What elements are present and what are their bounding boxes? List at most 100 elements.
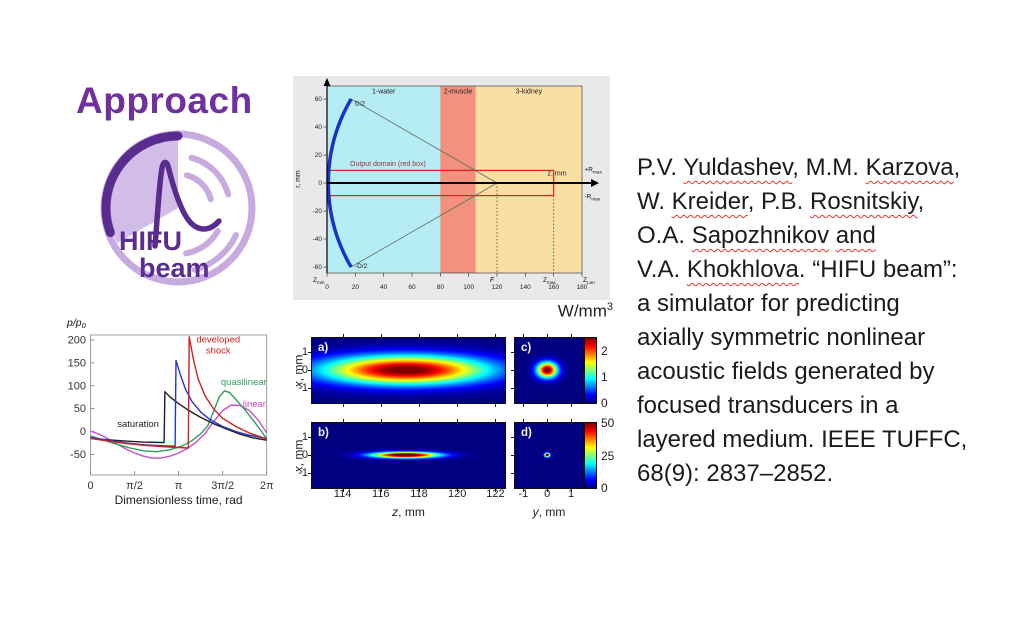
citation-text: axially symmetric nonlinear — [637, 324, 926, 351]
citation-text: P.V. — [637, 154, 684, 181]
tspan: +R — [585, 167, 594, 174]
r-max-minus-label: -Rmax — [585, 194, 601, 202]
colorbar-tick-label: 0 — [601, 396, 608, 410]
panel-tick — [308, 436, 311, 438]
x-tick-label: 0 — [544, 488, 551, 500]
x-tick-label: 114 — [333, 488, 352, 500]
x-tick-label: -1 — [518, 488, 529, 500]
author-name: Khokhlova — [686, 256, 799, 283]
y-tick-label: 40 — [315, 124, 323, 131]
x-axis-label: Dimensionless time, rad — [115, 493, 243, 507]
tspan: Z — [543, 277, 547, 284]
x-tick-label: 120 — [448, 488, 467, 500]
region-2-muscle — [440, 86, 476, 273]
colorbar-tick-label: 50 — [601, 416, 615, 430]
focus-label: F — [490, 277, 495, 284]
y-tick-label: -1 — [298, 382, 308, 395]
x-tick-label: 20 — [352, 284, 360, 291]
panel-tick — [419, 404, 420, 407]
panel-tick — [523, 404, 525, 407]
panel-tick — [419, 489, 420, 492]
wavefront-arc-icon — [188, 154, 232, 198]
logo-text-beam: beam — [139, 253, 210, 283]
x-axis-label: y, mm — [532, 505, 566, 519]
panel-tick — [308, 370, 311, 372]
curve-label: saturation — [117, 419, 159, 430]
y-tick-label: 20 — [315, 152, 323, 159]
citation-text: acoustic fields generated by — [637, 358, 935, 385]
waveform-figure: 0 π/2 π 3π/2 2π 200 150 100 50 0 -50 developed shock… — [55, 308, 295, 513]
citation-text: focused transducers in a — [637, 392, 899, 419]
panel-tick — [547, 334, 549, 337]
panel-tick — [571, 489, 573, 492]
citation-line: acoustic fields generated by — [637, 355, 1009, 389]
citation-line: 68(9): 2837–2852. — [637, 457, 1009, 491]
colorbar-tick-label: 2 — [601, 344, 608, 358]
r-max-plus-label: +Rmax — [585, 167, 603, 175]
citation-text: , — [953, 154, 961, 181]
citation-line: V.A. Khokhlova. “HIFU beam”: — [637, 253, 1009, 287]
tspan: max — [547, 280, 556, 285]
panel-letter: a) — [318, 342, 329, 354]
y-axis-label: p/p0 — [66, 317, 87, 330]
y-tick-label: 0 — [80, 426, 86, 438]
tspan: Len — [587, 280, 595, 285]
region-label: 1-water — [372, 89, 396, 96]
citation-line: focused transducers in a — [637, 389, 1009, 423]
panel-tick — [457, 334, 459, 337]
curve-linear — [90, 404, 268, 459]
colorbar — [584, 337, 597, 404]
citation-text: layered medium. IEEE TUFFC, — [637, 426, 968, 453]
x-tick-label: 160 — [548, 284, 559, 291]
page-title: Approach — [76, 80, 253, 121]
x-tick-label: 80 — [437, 284, 445, 291]
r-axis-label: r, mm — [295, 170, 302, 188]
region-3-kidney — [475, 86, 583, 273]
x-tick-label: 116 — [372, 488, 390, 500]
panel-tick — [457, 489, 459, 492]
y-tick-label: 1 — [301, 430, 308, 443]
y-tick-label: 1 — [301, 345, 308, 358]
panel-tick — [308, 388, 311, 390]
panel-tick — [511, 351, 514, 353]
panel-letter: b) — [318, 427, 329, 439]
author-name: Kreider — [671, 188, 748, 215]
z-axis-arrow-icon — [591, 179, 599, 187]
tspan: shock — [206, 345, 231, 356]
curve-label: linear — [243, 399, 266, 410]
tspan: linear — [243, 399, 266, 410]
x-tick-label: 140 — [520, 284, 531, 291]
panel-tick — [419, 419, 420, 422]
focusing-ray — [350, 98, 498, 184]
aperture-label: -D/2 — [355, 263, 368, 270]
colorbar-tick-label: 25 — [601, 448, 615, 463]
shock-wave-icon — [152, 159, 222, 249]
x-tick-label: π/2 — [126, 480, 143, 492]
panel-tick — [380, 404, 382, 407]
panel-tick — [308, 473, 311, 475]
logo-transducer-arc — [101, 131, 183, 238]
x-tick-label: 0 — [87, 480, 93, 492]
wavefront-arc-icon — [183, 228, 221, 257]
panel-tick — [523, 334, 525, 337]
tspan: developed — [196, 334, 240, 345]
panel-tick — [380, 419, 382, 422]
citation-text: 68(9): 2837–2852. — [637, 460, 834, 487]
panel-tick — [308, 455, 311, 457]
citation-line: a simulator for predicting — [637, 287, 1009, 321]
panel-tick — [380, 489, 382, 492]
z-len-label: ZLen — [583, 277, 595, 285]
author-name: Yuldashev — [683, 154, 793, 181]
tspan: Z — [313, 277, 317, 284]
panel-tick — [547, 404, 549, 407]
y-tick-label: 200 — [68, 335, 86, 347]
citation-text: W. — [637, 188, 672, 215]
tspan: max — [591, 196, 600, 201]
y-tick-label: 50 — [74, 403, 86, 415]
hifu-beam-logo: HIFU beam — [100, 130, 256, 286]
x-tick-label: 180 — [577, 284, 588, 291]
panel-tick — [523, 489, 525, 492]
y-tick-label: -60 — [313, 264, 323, 271]
panel-tick — [571, 404, 573, 407]
